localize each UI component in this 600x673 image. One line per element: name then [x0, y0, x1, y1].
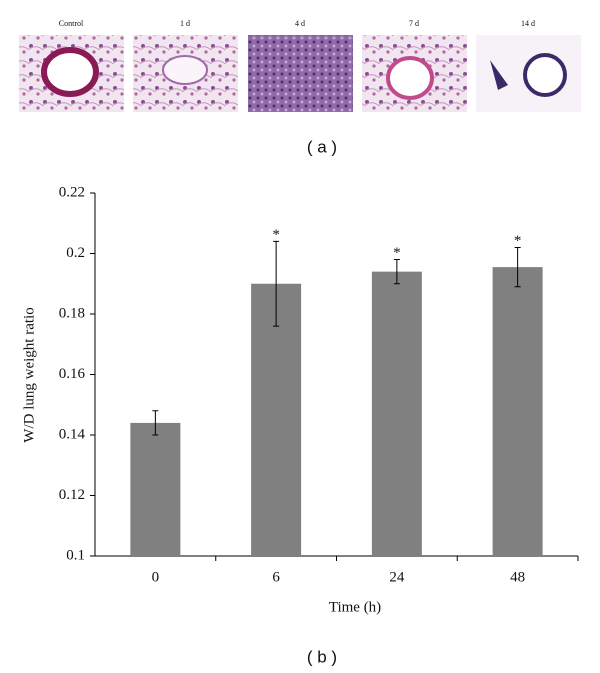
bar [251, 283, 302, 556]
image-caption: 14 d [521, 19, 535, 28]
panel-label: ( b ) [307, 647, 337, 666]
image-caption: 4 d [295, 19, 305, 28]
y-tick-label: 0.2 [66, 245, 85, 261]
error-bar [514, 246, 521, 288]
x-tick-label: 24 [389, 569, 405, 585]
image-caption: 1 d [180, 19, 190, 28]
error-bar [152, 410, 159, 436]
panel-label: ( a ) [307, 137, 337, 156]
y-tick-label: 0.14 [59, 426, 86, 442]
micrograph-detail [162, 55, 208, 85]
image-caption: Control [59, 19, 84, 28]
y-tick-label: 0.12 [59, 487, 85, 503]
significance-mark: * [393, 245, 401, 261]
micrograph-detail [41, 47, 99, 97]
micrograph-detail [490, 60, 508, 90]
y-axis-label: W/D lung weight ratio [21, 307, 37, 442]
y-tick-label: 0.16 [59, 366, 86, 382]
x-axis-label: Time (h) [329, 599, 381, 615]
micrograph-detail [523, 53, 567, 97]
micrograph [248, 35, 353, 112]
bar [492, 267, 543, 556]
bar [130, 422, 181, 556]
x-tick-label: 48 [510, 569, 525, 585]
error-bar [393, 259, 400, 285]
error-bar [273, 240, 280, 327]
y-tick-label: 0.22 [59, 184, 85, 200]
micrograph-detail [386, 56, 434, 100]
y-tick-label: 0.18 [59, 305, 85, 321]
significance-mark: * [514, 233, 522, 249]
image-caption: 7 d [409, 19, 419, 28]
x-tick-label: 0 [152, 569, 160, 585]
x-tick-label: 6 [272, 569, 280, 585]
y-tick-label: 0.1 [66, 547, 85, 563]
significance-mark: * [272, 227, 280, 243]
bar [371, 271, 422, 556]
image-strip [19, 35, 581, 112]
